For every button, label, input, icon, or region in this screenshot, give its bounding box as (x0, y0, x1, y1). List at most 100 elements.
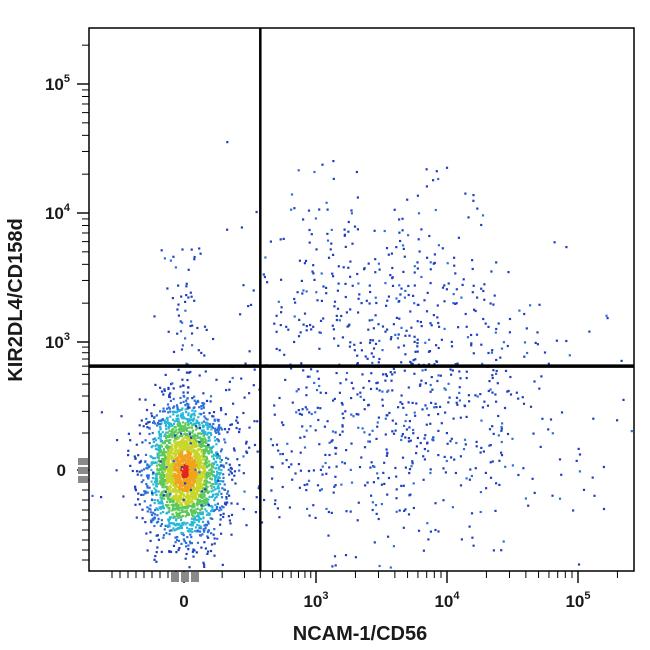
event-dot (399, 293, 402, 296)
event-dot (189, 442, 192, 445)
event-dot (479, 451, 482, 454)
event-dot (311, 270, 314, 273)
event-dot (398, 231, 401, 234)
event-dot (347, 220, 350, 224)
event-dot (153, 315, 156, 318)
event-dot (165, 423, 168, 426)
event-dot (214, 475, 217, 478)
event-dot (422, 549, 425, 552)
event-dot (350, 413, 353, 416)
event-dot (270, 465, 273, 468)
event-dot (196, 426, 199, 429)
event-dot (177, 548, 180, 552)
event-dot (165, 466, 168, 469)
event-dot (210, 532, 213, 535)
event-dot (195, 449, 199, 453)
event-dot (219, 483, 222, 486)
event-dot (248, 392, 251, 395)
event-dot (253, 420, 256, 423)
event-dot (340, 401, 343, 405)
event-dot (334, 564, 337, 567)
event-dot (381, 325, 385, 328)
event-dot (140, 474, 143, 477)
event-dot (352, 415, 355, 418)
event-dot (344, 410, 347, 413)
event-dot (165, 462, 168, 465)
event-dot (173, 405, 176, 408)
event-dot (156, 499, 159, 502)
event-dot (204, 370, 207, 373)
event-dot (202, 488, 205, 491)
event-dot (405, 413, 408, 416)
event-dot (185, 454, 188, 457)
event-dot (175, 518, 178, 521)
event-dot (179, 512, 182, 515)
event-dot (184, 456, 187, 459)
event-dot (491, 425, 494, 428)
event-dot (178, 480, 181, 484)
x-axis: 0 103 104 105 (111, 571, 618, 611)
event-dot (178, 484, 182, 487)
event-dot (464, 192, 467, 195)
event-dot (450, 345, 454, 348)
event-dot (183, 483, 187, 486)
event-dot (208, 412, 211, 415)
event-dot (482, 317, 485, 321)
event-dot (449, 440, 452, 443)
event-dot (504, 465, 507, 468)
event-dot (164, 494, 167, 497)
event-dot (194, 442, 198, 445)
event-dot (165, 417, 168, 420)
event-dot (197, 483, 200, 486)
event-dot (467, 394, 470, 397)
event-dot (193, 529, 196, 533)
event-dot (159, 438, 162, 441)
event-dot (231, 376, 234, 380)
event-dot (539, 445, 542, 448)
event-dot (405, 428, 408, 431)
event-dot (145, 482, 148, 486)
event-dot (174, 438, 177, 441)
event-dot (455, 302, 458, 305)
event-dot (185, 495, 188, 498)
event-dot (400, 438, 403, 442)
event-dot (160, 449, 163, 452)
event-dot (193, 412, 196, 415)
event-dot (223, 438, 226, 441)
event-dot (223, 428, 227, 431)
event-dot (470, 344, 473, 347)
event-dot (575, 459, 578, 462)
event-dot (192, 440, 195, 443)
event-dot (177, 479, 180, 482)
event-dot (192, 444, 195, 447)
event-dot (310, 412, 313, 416)
event-dot (297, 409, 300, 412)
event-dot (192, 436, 195, 439)
event-dot (195, 461, 198, 465)
event-dot (140, 493, 143, 496)
event-dot (158, 451, 161, 455)
event-dot (378, 389, 381, 392)
event-dot (326, 208, 329, 211)
event-dot (178, 471, 181, 474)
event-dot (154, 383, 157, 386)
event-dot (558, 458, 562, 461)
event-dot (333, 337, 336, 340)
event-dot (186, 526, 189, 529)
event-dot (162, 468, 165, 471)
event-dot (159, 479, 162, 482)
event-dot (290, 463, 293, 466)
event-dot (443, 387, 446, 390)
event-dot (500, 440, 503, 444)
event-dot (185, 371, 188, 374)
event-dot (227, 457, 230, 461)
event-dot (264, 256, 267, 259)
event-dot (172, 479, 175, 482)
event-dot (305, 325, 308, 328)
event-dot (245, 450, 248, 453)
event-dot (167, 406, 170, 409)
event-dot (347, 266, 350, 269)
event-dot (198, 436, 202, 439)
event-dot (374, 314, 377, 317)
event-dot (208, 463, 211, 466)
